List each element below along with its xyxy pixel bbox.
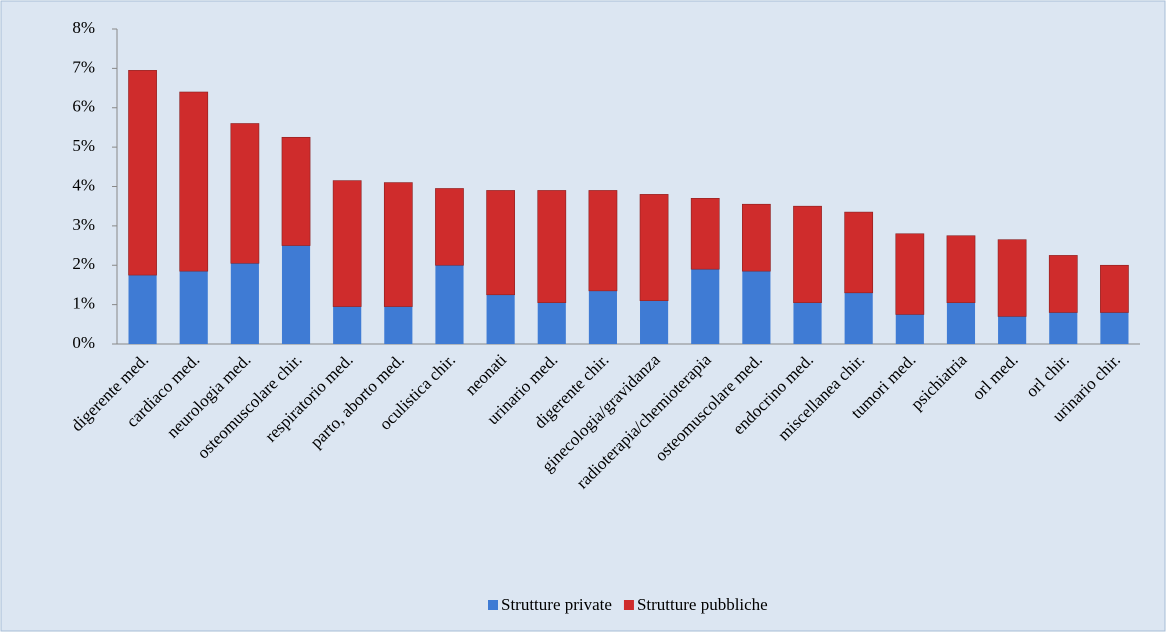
bar-segment (537, 190, 567, 303)
legend-label: Strutture pubbliche (637, 595, 768, 614)
bar-segment (435, 188, 464, 266)
bar-segment (588, 290, 617, 344)
bar-segment (793, 302, 822, 344)
bar-segment (690, 198, 720, 270)
bar-segment (281, 245, 311, 344)
bar-segment (128, 70, 157, 276)
bar-segment (1100, 312, 1129, 344)
bar-segment (1049, 312, 1078, 344)
bar-segment (383, 182, 413, 307)
bar-segment (332, 180, 362, 307)
legend-swatch (488, 600, 498, 610)
bar-segment (281, 136, 311, 246)
y-tick-label: 5% (72, 136, 95, 155)
bar-segment (793, 205, 822, 303)
bar-segment (946, 302, 976, 344)
bar-segment (179, 91, 209, 272)
y-tick-label: 7% (72, 57, 95, 76)
bar-segment (844, 292, 873, 344)
bar-segment (333, 306, 362, 344)
bar-segment (537, 302, 566, 344)
y-tick-label: 0% (72, 333, 95, 352)
bar-segment (1048, 255, 1078, 313)
y-tick-label: 4% (72, 175, 95, 194)
bar-segment (1100, 264, 1129, 313)
bar-segment (486, 190, 515, 296)
y-tick-label: 3% (72, 215, 95, 234)
bar-segment (128, 275, 157, 344)
bar-segment (486, 294, 515, 344)
bar-segment (895, 314, 924, 344)
bar-segment (588, 190, 618, 292)
y-tick-label: 1% (72, 294, 95, 313)
bar-segment (742, 203, 771, 272)
bar-segment (895, 233, 925, 315)
bar-segment (742, 271, 771, 344)
bar-segment (435, 265, 464, 344)
bar-segment (384, 306, 413, 344)
bar-segment (844, 211, 874, 294)
legend-label: Strutture private (501, 595, 612, 614)
bar-segment (998, 316, 1027, 344)
bar-segment (997, 239, 1027, 317)
bar-segment (640, 300, 669, 344)
bar-segment (691, 269, 720, 344)
legend-swatch (623, 600, 634, 610)
bar-segment (639, 194, 669, 301)
y-tick-label: 8% (72, 18, 95, 37)
y-tick-label: 6% (72, 97, 95, 116)
y-tick-label: 2% (72, 254, 95, 273)
bar-segment (230, 123, 260, 264)
bar-segment (946, 235, 976, 303)
bar-segment (179, 271, 208, 344)
bar-segment (230, 263, 259, 344)
